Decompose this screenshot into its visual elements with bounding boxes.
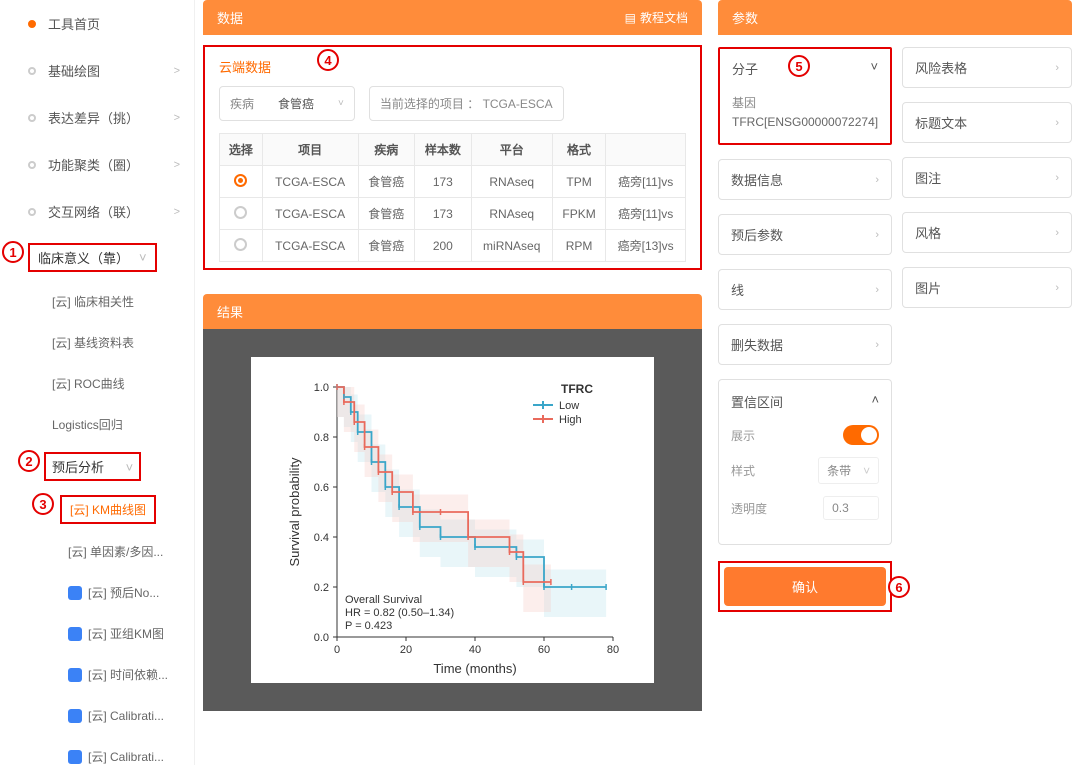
svg-text:60: 60 [537, 644, 549, 656]
result-header: 结果 [203, 294, 702, 329]
radio[interactable] [234, 238, 247, 251]
table-row[interactable]: TCGA-ESCA食管癌173RNAseqTPM癌旁[11]vs [220, 166, 686, 198]
sidebar-item-0[interactable]: 工具首页 [0, 8, 194, 39]
data-panel-header: 数据 ▤ 教程文档 [203, 0, 702, 35]
svg-text:TFRC: TFRC [561, 382, 593, 396]
accordion[interactable]: 预后参数› [718, 214, 892, 255]
style-select[interactable]: 条带˅ [818, 457, 879, 484]
confirm-button[interactable]: 确认 [724, 567, 886, 606]
cloud-data-label: 云端数据 [219, 57, 271, 76]
svg-text:Survival probability: Survival probability [287, 457, 302, 567]
accordion[interactable]: 图注› [902, 157, 1072, 198]
accordion[interactable]: 删失数据› [718, 324, 892, 365]
sidebar-km-curve[interactable]: [云] KM曲线图 [60, 495, 156, 524]
svg-text:0.6: 0.6 [313, 482, 328, 494]
accordion[interactable]: 标题文本› [902, 102, 1072, 143]
chevron-icon: > [174, 159, 180, 171]
svg-text:Time (months): Time (months) [433, 661, 516, 676]
sidebar-sub2[interactable]: [云] 单因素/多因... [0, 538, 194, 565]
chevron-icon: > [174, 112, 180, 124]
annotation-1: 1 [2, 241, 24, 263]
badge-icon [68, 586, 82, 600]
annotation-6: 6 [888, 576, 910, 598]
accordion[interactable]: 线› [718, 269, 892, 310]
badge-icon [68, 668, 82, 682]
disease-select[interactable]: 疾病 食管癌 ˅ [219, 86, 355, 121]
sidebar-sub2[interactable]: [云] Calibrati... [0, 743, 194, 765]
sidebar-item-4[interactable]: 交互网络（联）> [0, 196, 194, 227]
gene-label: 基因 [732, 94, 878, 111]
svg-text:Overall Survival: Overall Survival [345, 594, 422, 606]
sidebar-item-3[interactable]: 功能聚类（圈）> [0, 149, 194, 180]
sidebar-sub2[interactable]: [云] 亚组KM图 [0, 620, 194, 647]
sidebar-item-2[interactable]: 表达差异（挑）> [0, 102, 194, 133]
svg-text:Low: Low [559, 400, 579, 412]
svg-text:P = 0.423: P = 0.423 [345, 620, 392, 632]
opacity-input[interactable]: 0.3 [823, 496, 879, 520]
params-title: 参数 [732, 8, 758, 27]
svg-text:0: 0 [333, 644, 339, 656]
params-panel: 参数 5 分子˅ 基因 TFRC[ENSG00000072274] 数据信息› 预… [710, 0, 1080, 765]
chevron-icon: > [174, 206, 180, 218]
chevron-down-icon: ˅ [338, 98, 344, 109]
svg-text:0.2: 0.2 [313, 582, 328, 594]
confidence-interval-box: 置信区间˄ 展示 样式条带˅ 透明度0.3 [718, 379, 892, 545]
data-title: 数据 [217, 8, 243, 27]
sidebar-sub2[interactable]: [云] 时间依赖... [0, 661, 194, 688]
svg-text:20: 20 [399, 644, 411, 656]
doc-icon: ▤ [625, 11, 636, 25]
sidebar-sub[interactable]: [云] 基线资料表 [0, 329, 194, 356]
svg-text:High: High [559, 414, 582, 426]
annotation-3: 3 [32, 493, 54, 515]
show-toggle[interactable] [843, 425, 879, 445]
svg-text:HR = 0.82 (0.50–1.34): HR = 0.82 (0.50–1.34) [345, 607, 454, 619]
main-content: 数据 ▤ 教程文档 4 云端数据 疾病 食管癌 ˅ 当前选择的项目 ： TCGA… [195, 0, 710, 765]
svg-text:80: 80 [606, 644, 618, 656]
badge-icon [68, 750, 82, 764]
chevron-down-icon[interactable]: ˄ [872, 392, 880, 411]
accordion[interactable]: 图片› [902, 267, 1072, 308]
cloud-data-box: 4 云端数据 疾病 食管癌 ˅ 当前选择的项目 ： TCGA-ESCA 选择项目… [203, 45, 702, 270]
doc-link[interactable]: ▤ 教程文档 [625, 9, 688, 26]
annotation-5: 5 [788, 55, 810, 77]
sidebar-sub2[interactable]: [云] 预后No... [0, 579, 194, 606]
sidebar-item-5[interactable]: 临床意义（靠）˅ [28, 243, 157, 272]
svg-text:40: 40 [468, 644, 480, 656]
sidebar: 工具首页基础绘图> 表达差异（挑）> 功能聚类（圈）> 交互网络（联）> 1 临床意义（… [0, 0, 195, 765]
svg-text:0.4: 0.4 [313, 532, 328, 544]
table-row[interactable]: TCGA-ESCA食管癌200miRNAseqRPM癌旁[13]vs [220, 230, 686, 262]
sidebar-sub[interactable]: [云] ROC曲线 [0, 370, 194, 397]
km-chart: 0.0 0.2 0.4 0.6 0.8 1.0 0 20 40 60 80 Survival prob… [251, 357, 654, 683]
chevron-down-icon: ˅ [871, 59, 879, 78]
sidebar-prognosis[interactable]: 预后分析 ˅ [44, 452, 141, 481]
annotation-2: 2 [18, 450, 40, 472]
svg-text:0.0: 0.0 [313, 632, 328, 644]
project-display: 当前选择的项目 ： TCGA-ESCA [369, 86, 564, 121]
radio[interactable] [234, 206, 247, 219]
sidebar-sub[interactable]: [云] 临床相关性 [0, 288, 194, 315]
badge-icon [68, 709, 82, 723]
sidebar-item-1[interactable]: 基础绘图> [0, 55, 194, 86]
chevron-icon: > [174, 65, 180, 77]
accordion[interactable]: 风格› [902, 212, 1072, 253]
data-table: 选择项目疾病样本数平台格式 TCGA-ESCA食管癌173RNAseqTPM癌旁… [219, 133, 686, 262]
sidebar-sub2[interactable]: [云] Calibrati... [0, 702, 194, 729]
badge-icon [68, 627, 82, 641]
molecule-box[interactable]: 5 分子˅ 基因 TFRC[ENSG00000072274] [718, 47, 892, 145]
svg-text:1.0: 1.0 [313, 382, 328, 394]
radio[interactable] [234, 174, 247, 187]
table-row[interactable]: TCGA-ESCA食管癌173RNAseqFPKM癌旁[11]vs [220, 198, 686, 230]
sidebar-sub[interactable]: Logistics回归 [0, 411, 194, 438]
svg-text:0.8: 0.8 [313, 432, 328, 444]
accordion[interactable]: 数据信息› [718, 159, 892, 200]
gene-value: TFRC[ENSG00000072274] [732, 115, 878, 129]
annotation-4: 4 [317, 49, 339, 71]
accordion[interactable]: 风险表格› [902, 47, 1072, 88]
